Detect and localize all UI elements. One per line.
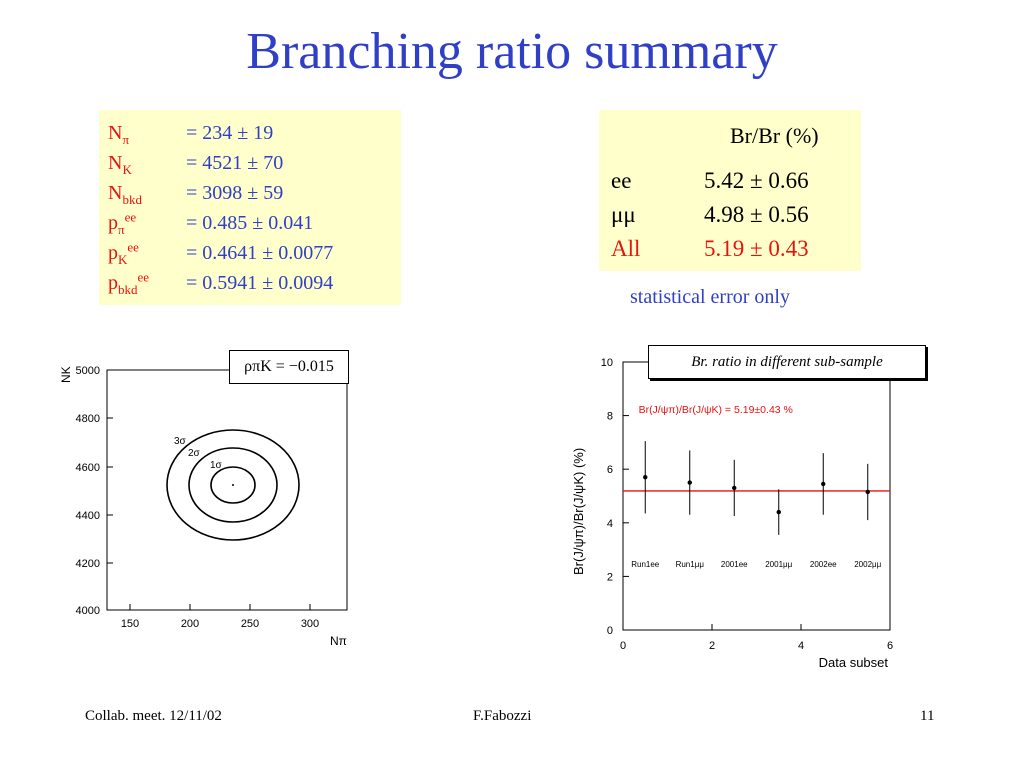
yield-label-4: pKee (108, 239, 139, 267)
y-axis-label: Br(J/ψπ)/Br(J/ψK) (%) (571, 448, 586, 575)
data-point-3 (776, 509, 781, 515)
contour-x-label: Nπ (330, 634, 347, 648)
contour-y-label: NK (59, 366, 73, 383)
footer-left: Collab. meet. 12/11/02 (85, 708, 222, 724)
yield-value-3: = 0.485 ± 0.041 (186, 212, 314, 234)
yield-label-3: pπee (108, 209, 137, 237)
x-tick-label-2: 2 (709, 640, 715, 652)
label-1sigma: 1σ (210, 460, 223, 471)
yield-label-2: Nbkd (108, 182, 142, 207)
y-tick-label-10: 10 (601, 357, 613, 369)
yield-value-5: = 0.5941 ± 0.0094 (186, 272, 334, 294)
y-tick-label-0: 0 (607, 625, 613, 637)
data-point-0 (643, 475, 648, 480)
br-row-value-0: 5.42 ± 0.66 (704, 168, 809, 193)
br-note: statistical error only (630, 286, 790, 308)
contour-1sigma (210, 466, 256, 504)
y-tick-label-8: 8 (607, 411, 613, 423)
chart-frame (622, 361, 891, 631)
contour-2sigma (188, 447, 278, 523)
yield-value-2: = 3098 ± 59 (186, 182, 284, 204)
contour-plot: 5000 4800 4600 4400 4200 4000 150 200 25… (59, 365, 348, 648)
yields-box (99, 110, 401, 305)
x-tick-300: 300 (301, 618, 319, 630)
x-tick-label-6: 6 (887, 640, 893, 652)
data-point-2 (732, 485, 737, 491)
category-label-2: 2001ee (721, 560, 748, 569)
br-row-name-0: ee (611, 168, 632, 193)
br-row-value-1: 4.98 ± 0.56 (704, 202, 809, 227)
x-axis-label: Data subset (819, 655, 889, 670)
data-point-1 (687, 480, 692, 485)
x-tick-label-0: 0 (620, 640, 626, 652)
yield-value-4: = 0.4641 ± 0.0077 (186, 242, 334, 264)
x-tick-250: 250 (241, 618, 259, 630)
contour-3sigma (166, 429, 300, 541)
contour-frame (106, 369, 348, 611)
yield-value-1: = 4521 ± 70 (186, 152, 284, 174)
y-tick-label-2: 2 (607, 571, 613, 583)
br-table-box (599, 110, 861, 271)
br-row-value-2: 5.19 ± 0.43 (704, 236, 809, 261)
label-2sigma: 2σ (188, 448, 201, 459)
yield-label-1: NK (108, 152, 132, 177)
yield-label-5: pbkdee (108, 269, 150, 297)
slide-title: Branching ratio summary (246, 23, 778, 80)
br-ratio-chart: 0 2 4 6 8 10 0 2 4 6 Run1ee Run1μμ 2001ee 2001μμ 2002e… (571, 357, 893, 670)
yield-label-0: Nπ (108, 122, 130, 147)
br-row-name-1: μμ (611, 202, 636, 227)
category-label-3: 2001μμ (765, 560, 792, 569)
yield-value-0: = 234 ± 19 (186, 122, 274, 144)
y-tick-4400: 4400 (76, 510, 100, 522)
category-label-4: 2002ee (810, 560, 837, 569)
y-tick-label-4: 4 (607, 518, 613, 530)
y-tick-4000: 4000 (76, 605, 100, 617)
x-tick-label-4: 4 (798, 640, 804, 652)
y-tick-4600: 4600 (76, 462, 100, 474)
chart-title-box: Br. ratio in different sub-sample (648, 345, 926, 379)
x-tick-150: 150 (121, 618, 139, 630)
y-tick-5000: 5000 (76, 365, 100, 377)
y-tick-4800: 4800 (76, 413, 100, 425)
best-fit-point (232, 484, 234, 486)
y-tick-4200: 4200 (76, 558, 100, 570)
x-tick-200: 200 (181, 618, 199, 630)
data-point-5 (865, 489, 870, 495)
data-point-4 (821, 481, 826, 487)
br-table-header: Br/Br (%) (730, 123, 819, 148)
label-3sigma: 3σ (174, 436, 187, 447)
y-tick-label-6: 6 (607, 464, 613, 476)
category-label-5: 2002μμ (854, 560, 881, 569)
footer-right: 11 (920, 708, 935, 724)
average-annotation: Br(J/ψπ)/Br(J/ψK) = 5.19±0.43 % (639, 404, 793, 416)
category-label-0: Run1ee (631, 560, 660, 569)
br-row-name-2: All (611, 236, 641, 261)
correlation-label: ρπK = −0.015 (229, 350, 349, 384)
category-label-1: Run1μμ (676, 560, 705, 569)
footer-center: F.Fabozzi (473, 708, 532, 724)
